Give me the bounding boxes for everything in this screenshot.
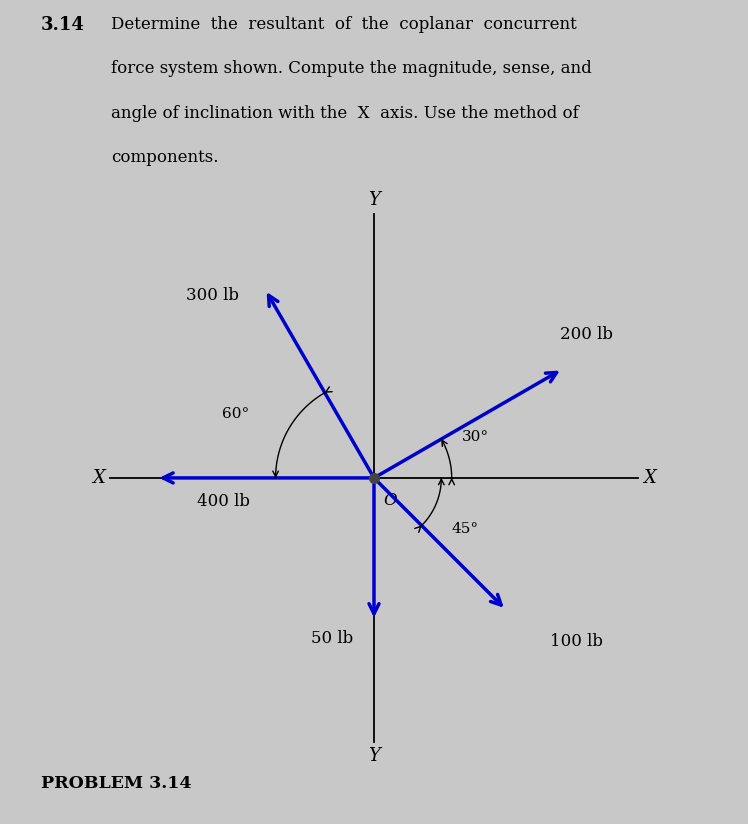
- Text: 50 lb: 50 lb: [311, 630, 353, 647]
- Text: 400 lb: 400 lb: [197, 494, 251, 510]
- Text: Y: Y: [368, 747, 380, 765]
- Text: angle of inclination with the  X  axis. Use the method of: angle of inclination with the X axis. Us…: [111, 105, 578, 122]
- Text: Y: Y: [368, 190, 380, 208]
- Text: X: X: [92, 469, 105, 487]
- Text: 3.14: 3.14: [41, 16, 85, 34]
- Text: force system shown. Compute the magnitude, sense, and: force system shown. Compute the magnitud…: [111, 60, 592, 77]
- Text: 60°: 60°: [222, 407, 250, 421]
- Text: components.: components.: [111, 149, 218, 166]
- Text: O: O: [383, 492, 396, 509]
- Text: 45°: 45°: [452, 522, 479, 536]
- Text: 30°: 30°: [462, 430, 489, 444]
- Text: 200 lb: 200 lb: [560, 326, 613, 344]
- Text: X: X: [643, 469, 656, 487]
- Text: Determine  the  resultant  of  the  coplanar  concurrent: Determine the resultant of the coplanar …: [111, 16, 577, 33]
- Text: 300 lb: 300 lb: [186, 288, 239, 304]
- Text: PROBLEM 3.14: PROBLEM 3.14: [41, 775, 191, 792]
- Text: 100 lb: 100 lb: [550, 634, 603, 650]
